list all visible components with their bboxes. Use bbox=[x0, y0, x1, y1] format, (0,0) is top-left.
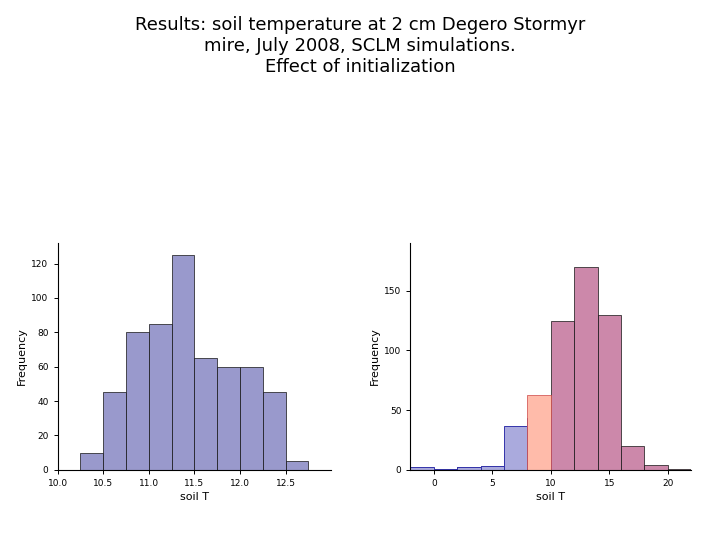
Bar bbox=[598, 315, 621, 470]
Bar bbox=[504, 426, 527, 470]
Bar bbox=[527, 422, 551, 470]
Bar bbox=[410, 468, 433, 470]
Bar bbox=[575, 267, 598, 470]
Bar bbox=[551, 321, 575, 470]
Y-axis label: Frequency: Frequency bbox=[370, 327, 380, 386]
Bar bbox=[504, 454, 527, 470]
Bar bbox=[481, 466, 504, 470]
X-axis label: soil T: soil T bbox=[180, 492, 209, 502]
X-axis label: soil T: soil T bbox=[536, 492, 565, 502]
Bar bbox=[433, 469, 457, 470]
Bar bbox=[240, 367, 263, 470]
Bar bbox=[457, 468, 480, 470]
Bar bbox=[217, 367, 240, 470]
Bar bbox=[527, 418, 551, 470]
Bar bbox=[457, 468, 480, 470]
Bar bbox=[149, 324, 171, 470]
Bar bbox=[263, 393, 286, 470]
Bar bbox=[410, 469, 433, 470]
Bar bbox=[621, 446, 644, 470]
Bar bbox=[126, 332, 149, 470]
Bar bbox=[527, 395, 551, 470]
Bar bbox=[668, 469, 691, 470]
Bar bbox=[433, 469, 457, 470]
Bar bbox=[644, 465, 667, 470]
Bar bbox=[103, 393, 126, 470]
Bar bbox=[194, 358, 217, 470]
Bar bbox=[81, 453, 103, 470]
Bar bbox=[286, 461, 308, 470]
Bar bbox=[171, 255, 194, 470]
Text: Results: soil temperature at 2 cm Degero Stormyr
mire, July 2008, SCLM simulatio: Results: soil temperature at 2 cm Degero… bbox=[135, 16, 585, 76]
Y-axis label: Frequency: Frequency bbox=[17, 327, 27, 386]
Bar bbox=[481, 466, 504, 470]
